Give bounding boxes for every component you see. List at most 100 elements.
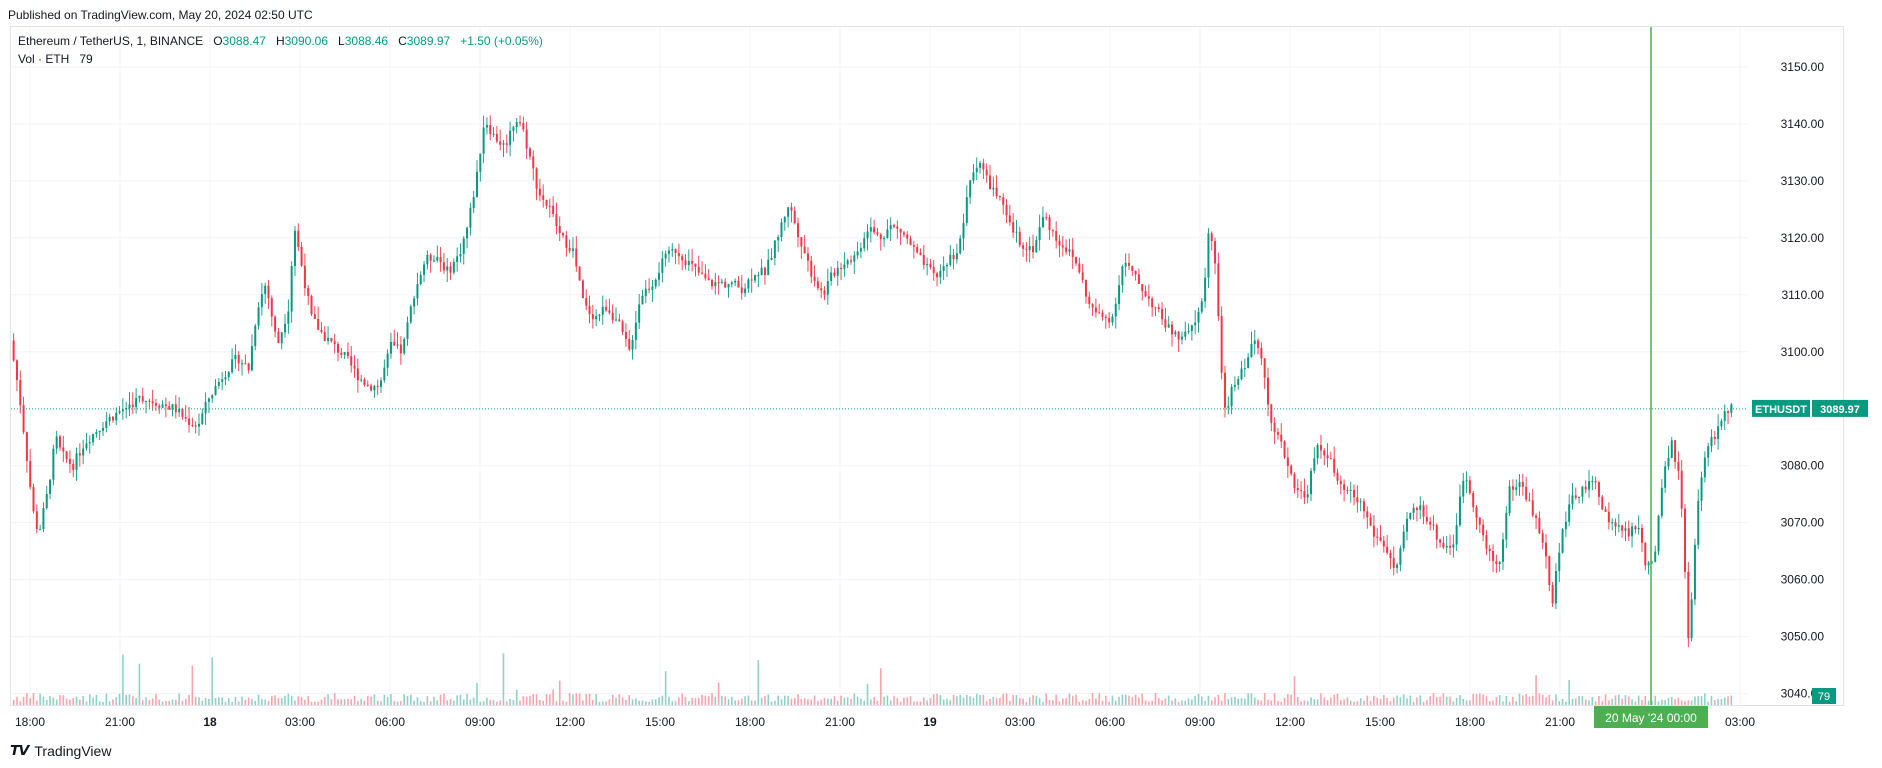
- candle-body: [1409, 512, 1412, 519]
- candle-body: [571, 248, 574, 251]
- volume-bar: [1105, 695, 1107, 705]
- volume-bar: [525, 696, 528, 705]
- candle-body: [985, 169, 988, 176]
- volume-bar: [1634, 701, 1637, 705]
- candle-body: [476, 171, 479, 198]
- volume-bar: [608, 699, 611, 705]
- volume-bar: [889, 700, 892, 705]
- volume-bar: [443, 693, 445, 705]
- candle-body: [1247, 357, 1250, 369]
- volume-bar: [274, 695, 276, 705]
- volume-bar: [1535, 675, 1537, 705]
- y-tick-label: 3060.00: [1781, 573, 1825, 587]
- candle-body: [1545, 542, 1548, 557]
- volume-bar: [1095, 698, 1097, 705]
- y-tick-label: 3120.00: [1781, 231, 1825, 245]
- candle-body: [485, 124, 488, 128]
- candle-body: [1313, 458, 1316, 471]
- x-tick-label: 09:00: [465, 715, 495, 729]
- candle-body: [1472, 493, 1475, 508]
- volume-bar: [992, 696, 995, 705]
- volume-bar: [946, 698, 948, 705]
- volume-bar: [1247, 693, 1249, 705]
- candle-body: [1435, 525, 1438, 540]
- volume-bar: [115, 697, 118, 705]
- volume-bar: [744, 696, 746, 705]
- candle-body: [777, 237, 780, 241]
- candle-body: [115, 412, 118, 421]
- volume-bar: [688, 701, 690, 705]
- volume-bar: [611, 694, 614, 705]
- volume-bar: [1624, 695, 1627, 705]
- volume-bar: [1201, 696, 1203, 705]
- candle-body: [1432, 524, 1435, 526]
- candle-body: [413, 298, 416, 307]
- candle-body: [207, 398, 210, 402]
- volume-legend[interactable]: Vol · ETH 79: [18, 52, 93, 66]
- candle-body: [1008, 215, 1011, 223]
- candle-body: [515, 122, 518, 128]
- candle-body: [998, 195, 1001, 198]
- volume-bar: [224, 701, 227, 705]
- volume-bar: [1071, 695, 1074, 705]
- candle-body: [681, 256, 684, 261]
- candle-body: [1508, 486, 1511, 514]
- volume-bar: [879, 668, 882, 705]
- price-chart[interactable]: 3150.00 3140.00 3130.00 3120.00 3110.00 3100.…: [0, 0, 1882, 740]
- volume-bar: [234, 696, 237, 705]
- candle-body: [1634, 526, 1637, 530]
- volume-bar: [529, 695, 531, 705]
- candle-body: [1260, 347, 1263, 359]
- candle-body: [790, 207, 793, 211]
- volume-bar: [366, 695, 369, 705]
- volume-bar: [1197, 693, 1200, 705]
- volume-bar: [770, 701, 773, 705]
- volume-bar: [1343, 699, 1345, 705]
- candle-body: [800, 237, 803, 247]
- candle-body: [730, 282, 733, 285]
- volume-bar: [704, 695, 707, 705]
- candle-body: [1233, 384, 1236, 387]
- open-label: O: [213, 34, 223, 48]
- candle-body: [1707, 446, 1710, 458]
- candle-body: [145, 400, 148, 402]
- chart-pane[interactable]: [10, 26, 1844, 706]
- symbol-name[interactable]: Ethereum / TetherUS, 1, BINANCE: [18, 34, 204, 48]
- candle-body: [1727, 411, 1730, 413]
- volume-bar: [1323, 697, 1326, 705]
- volume-bar: [65, 698, 68, 705]
- symbol-legend[interactable]: Ethereum / TetherUS, 1, BINANCE O3088.47…: [18, 34, 543, 48]
- volume-bar: [1353, 701, 1355, 705]
- volume-bar: [1621, 698, 1623, 705]
- candle-body: [1051, 230, 1054, 232]
- volume-bar: [436, 700, 439, 705]
- volume-bar: [691, 697, 693, 705]
- volume-bar: [1409, 695, 1412, 705]
- volume-bar: [515, 689, 518, 705]
- volume-bar: [135, 698, 137, 705]
- volume-bar: [1392, 697, 1395, 705]
- volume-bar: [1359, 698, 1362, 705]
- volume-bar: [1005, 693, 1008, 705]
- candle-body: [787, 207, 790, 217]
- candle-body: [605, 306, 608, 311]
- volume-bar: [1349, 700, 1352, 705]
- candle-body: [224, 377, 227, 380]
- volume-bar: [701, 694, 703, 705]
- volume-bar: [552, 689, 554, 705]
- candle-body: [290, 266, 293, 312]
- candle-body: [734, 280, 737, 283]
- volume-bar: [820, 699, 823, 705]
- candle-body: [284, 323, 287, 333]
- candle-body: [1200, 301, 1203, 312]
- volume-bar: [168, 700, 171, 705]
- footer-brand[interactable]: 𝙏𝙑 TradingView: [10, 742, 111, 759]
- volume-bar: [1661, 699, 1663, 705]
- candle-body: [373, 385, 376, 391]
- close-label: C: [398, 34, 407, 48]
- candle-body: [959, 238, 962, 254]
- volume-bar: [264, 699, 266, 705]
- volume-bar: [1336, 693, 1339, 705]
- volume-bar: [151, 698, 154, 705]
- volume-label[interactable]: Vol · ETH: [18, 52, 70, 66]
